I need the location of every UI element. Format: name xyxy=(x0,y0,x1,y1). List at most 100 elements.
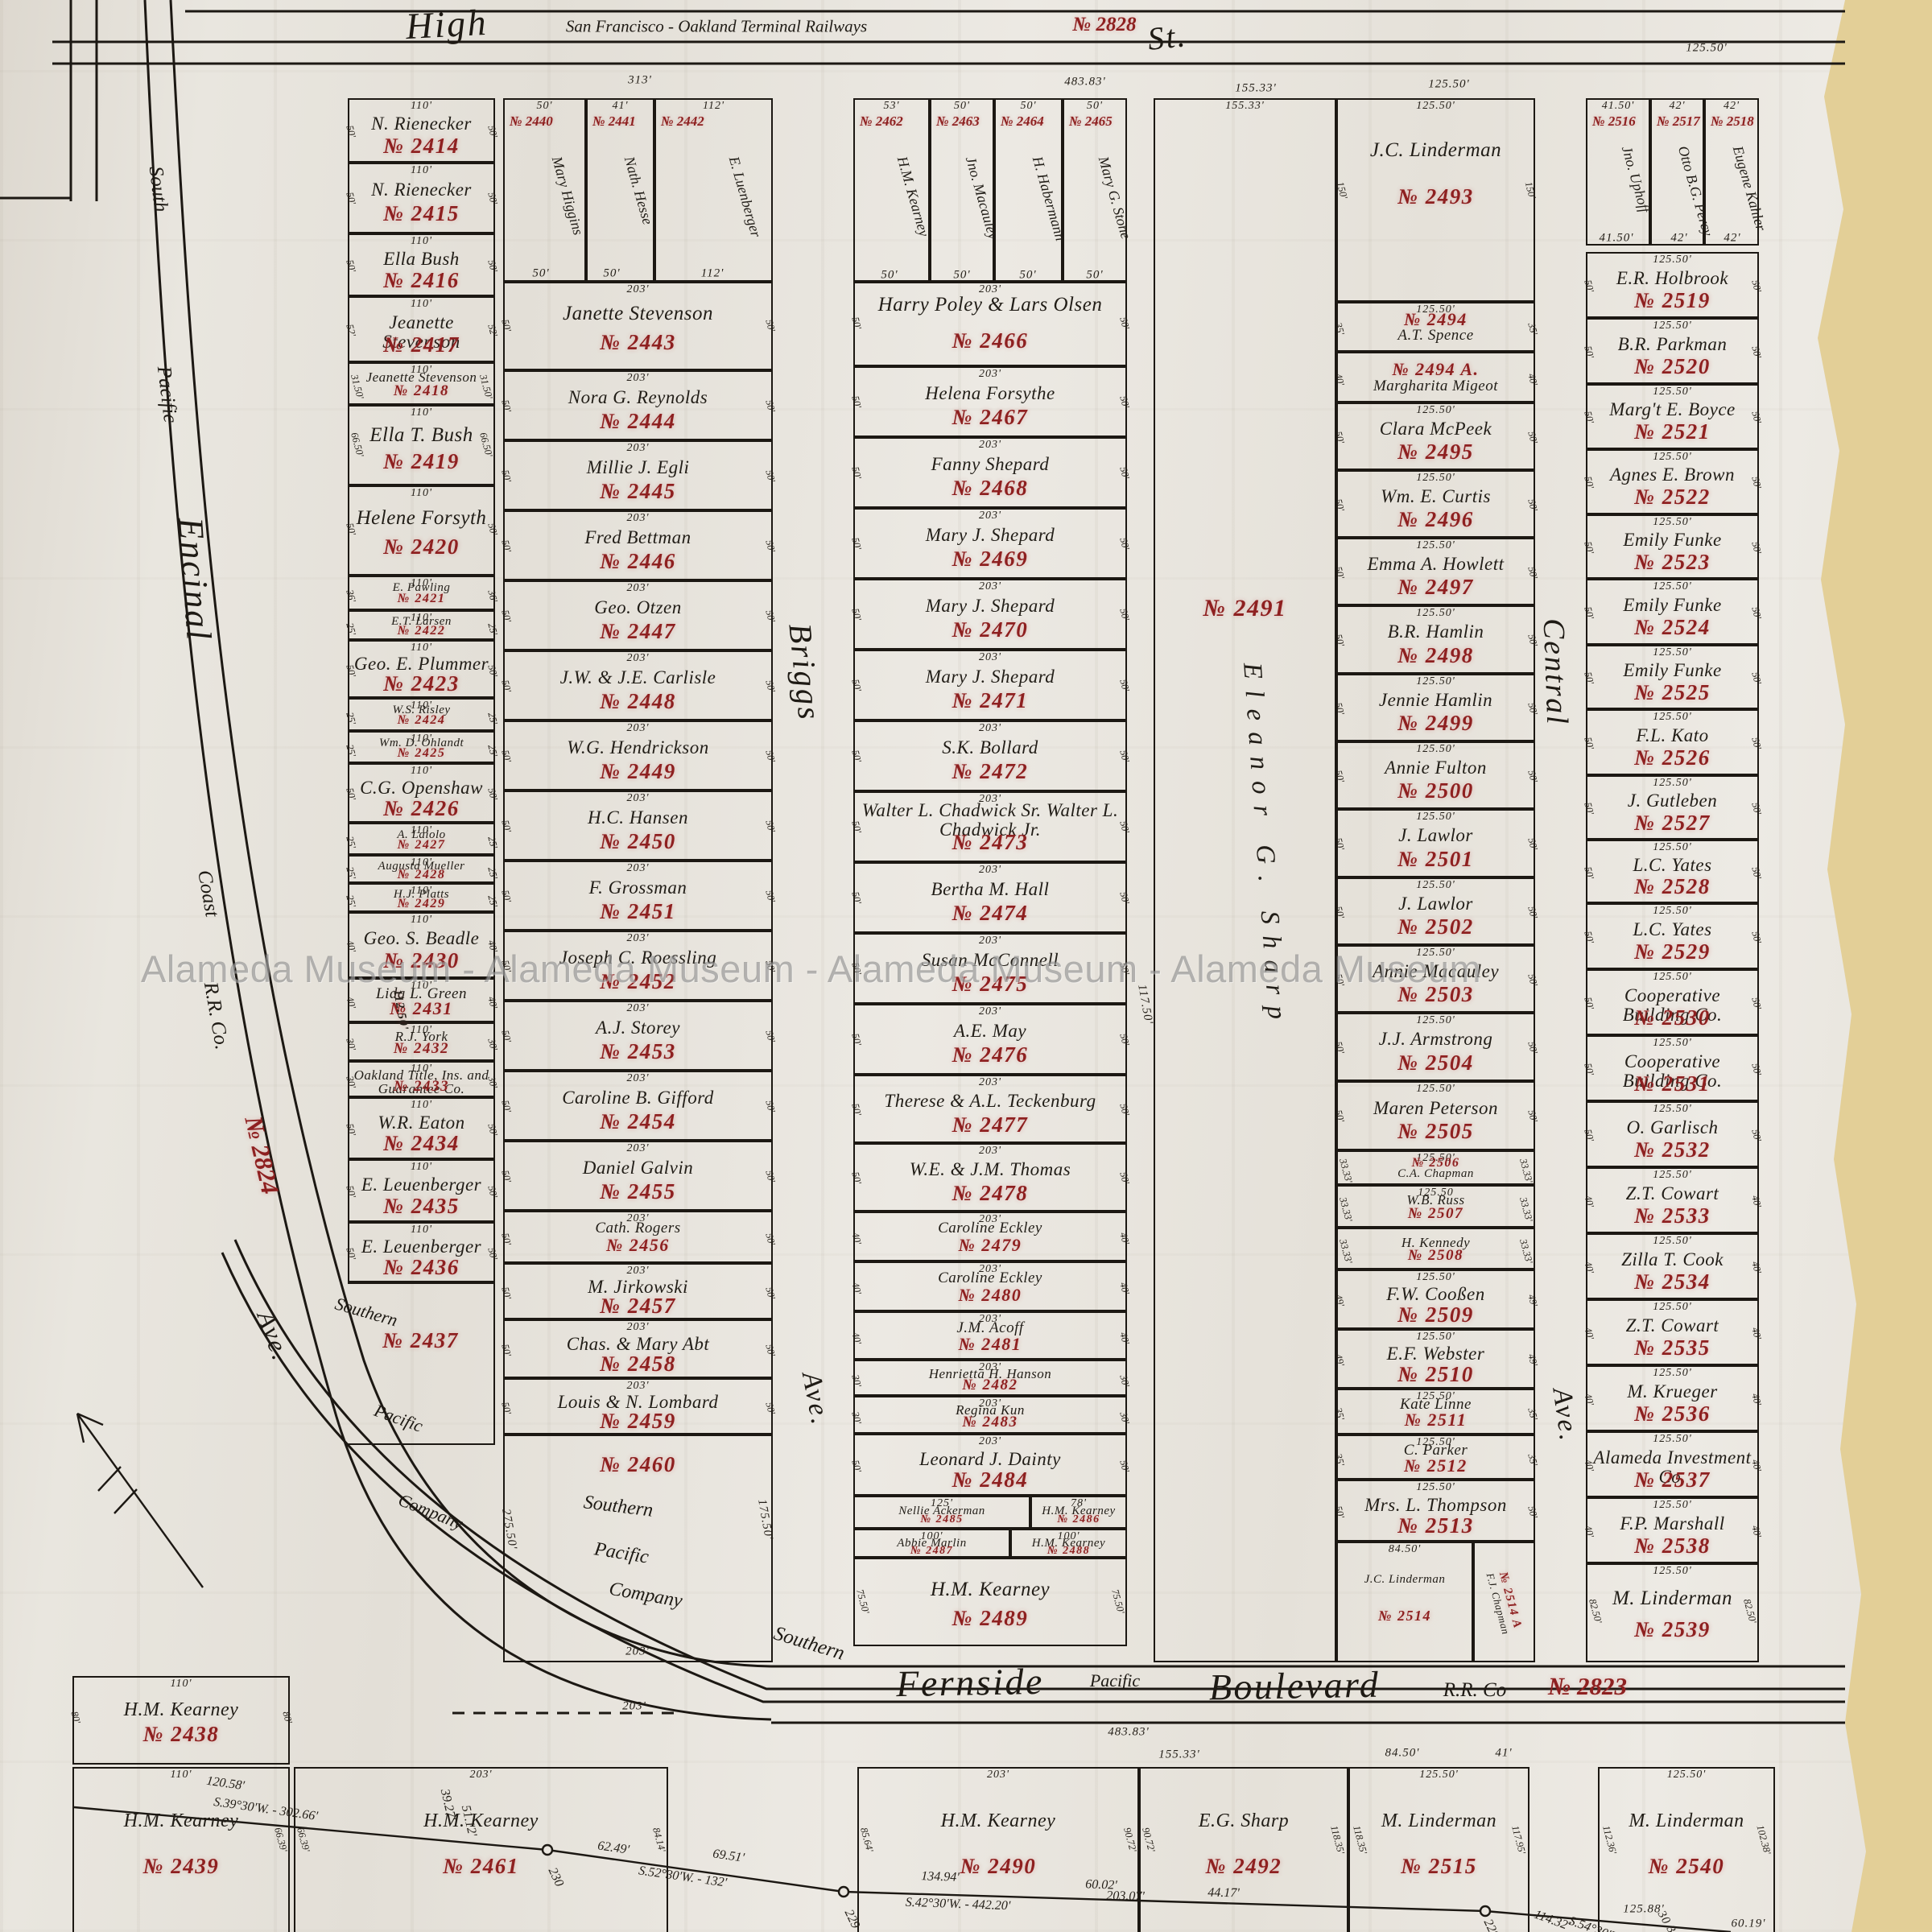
lot-owner-name: C.A. Chapman xyxy=(1397,1167,1474,1181)
lot-dim-label: 110' xyxy=(411,612,432,624)
lot-box: 203' Daniel Galvin № 2455 50' 50' xyxy=(499,1141,778,1211)
lot-dim-label: 203' xyxy=(979,1005,1001,1018)
lot-owner-name: Marg't E. Boyce xyxy=(1609,399,1736,420)
lot-box: 125.50' M. Krueger № 2536 40' 40' xyxy=(1582,1365,1764,1431)
lot-box: 125.50' Clara McPeek № 2495 50' 50' xyxy=(1332,402,1540,470)
lot-number: № 2435 xyxy=(383,1193,460,1218)
lot-number: № 2461 xyxy=(443,1853,519,1878)
lot-dim-label: 203' xyxy=(979,793,1001,805)
lot-dim-label: 155.33' xyxy=(1225,100,1265,112)
lot-owner-name: B.R. Parkman xyxy=(1617,333,1728,354)
lot-number: № 2538 xyxy=(1634,1533,1711,1558)
lot-owner-name: J. Lawlor xyxy=(1398,825,1473,846)
lot-owner-name: Clara McPeek xyxy=(1379,419,1492,440)
lot-number: № 2507 xyxy=(1407,1204,1464,1222)
lot-box: 110' Jeanette Stevenson № 2417 52' 52' xyxy=(344,296,500,362)
lot-number: № 2452 xyxy=(600,968,676,993)
lot-dim-label: 112' xyxy=(703,100,724,112)
lot-number: № 2456 xyxy=(606,1235,670,1256)
lot-owner-name: A. Laiolo xyxy=(397,828,446,841)
lot-dim-label: 125.50' xyxy=(1653,777,1692,789)
lot-dim-label: 125.50' xyxy=(1653,320,1692,332)
lot-number: № 2460 xyxy=(600,1451,676,1476)
lot-number: № 2419 xyxy=(383,448,460,473)
lot-box: 203' Mary J. Shepard № 2470 50' 50' xyxy=(849,579,1132,650)
lot-dim-label: 203' xyxy=(626,1265,650,1277)
lot-box: 125.50' F.W. Cooßen № 2509 49' 49' xyxy=(1332,1269,1540,1329)
lot-dim-label: 110' xyxy=(411,100,432,112)
lot-number: № 2502 xyxy=(1397,914,1474,939)
lot-box: 110' C.G. Openshaw № 2426 50' 50' xyxy=(344,763,500,823)
lot-number: № 2429 xyxy=(397,896,446,910)
lot-owner-name: E. Leuenberger xyxy=(361,1236,482,1257)
lot-dim-label: 203' xyxy=(626,1212,650,1224)
lot-owner-name: J.M. Acoff xyxy=(956,1319,1024,1336)
lot-box: 203' A.E. May № 2476 50' 50' xyxy=(849,1004,1132,1075)
lot-box: 125.50' Z.T. Cowart № 2535 40' 40' xyxy=(1582,1299,1764,1365)
lot-box: 125.50' F.P. Marshall № 2538 40' 40' xyxy=(1582,1497,1764,1563)
lot-box: 125.50' C.A. Chapman № 2506 33.33' 33.33' xyxy=(1336,1150,1535,1185)
lot-number: № 2528 xyxy=(1634,874,1711,899)
lot-owner-name: Emily Funke xyxy=(1623,530,1722,551)
lot-owner-name: H.M. Kearney xyxy=(940,1810,1056,1831)
lot-box: 203' Cath. Rogers № 2456 50' 50' xyxy=(499,1211,778,1263)
lot-owner-name: Cooperative Building Co. xyxy=(1622,1051,1723,1091)
lot-number: № 2536 xyxy=(1634,1401,1711,1426)
lot-owner-name: Walter L. Chadwick Sr. Walter L. Chadwic… xyxy=(861,800,1119,840)
lot-owner-name: Fred Bettman xyxy=(584,526,691,547)
street-label: Central xyxy=(1536,617,1575,727)
lot-dim-label: 84.50' xyxy=(1388,1543,1422,1555)
lot-dim-label: 100' xyxy=(920,1530,943,1542)
lot-dim-label: 203' xyxy=(626,862,650,874)
lot-box: 203' Chas. & Mary Abt № 2458 50' 50' xyxy=(499,1319,778,1378)
lot-dim-label: 110' xyxy=(411,857,432,869)
lot-dim-label: 110' xyxy=(411,1224,432,1236)
lot-dim-label: 125.50' xyxy=(1653,1565,1692,1577)
lot-dim-label: 110' xyxy=(411,577,432,589)
lot-box: 125.50' Emily Funke № 2524 50' 50' xyxy=(1582,579,1764,645)
lot-owner-name: Augusta Mueller xyxy=(378,859,465,873)
street-label: № 2828 xyxy=(1072,14,1137,35)
lot-dim-label: 125.50' xyxy=(1416,539,1455,551)
dimension-label: 203' xyxy=(622,1699,646,1713)
lot-box: 110' N. Rienecker № 2414 50' 50' xyxy=(344,98,500,163)
lot-owner-name: E. Leuenberger xyxy=(361,1174,482,1195)
lot-dim-label: 125.50' xyxy=(1416,1152,1455,1164)
lot-box: 203' H.C. Hansen № 2450 50' 50' xyxy=(499,791,778,861)
lot-number: № 2465 xyxy=(1069,114,1113,129)
lot-owner-name: Harry Poley & Lars Olsen xyxy=(877,294,1103,316)
lot-number: № 2539 xyxy=(1634,1617,1711,1642)
lot-box: 125.50' Jennie Hamlin № 2499 50' 50' xyxy=(1332,674,1540,741)
lot-number: № 2443 xyxy=(600,330,676,355)
lot-dim-label: 110' xyxy=(411,1161,432,1173)
lot-dim-label: 125.50' xyxy=(1653,580,1692,592)
lot-number: № 2466 xyxy=(952,328,1029,353)
lot-number: № 2499 xyxy=(1397,711,1474,735)
lot-dim-label: 125.50' xyxy=(1416,1481,1455,1493)
lot-dim-label: 125.50' xyxy=(1416,811,1455,823)
lot-dim-label: 110' xyxy=(411,1099,432,1111)
lot-number: № 2516 xyxy=(1592,114,1636,129)
lot-box: 203' Mary J. Shepard № 2469 50' 50' xyxy=(849,508,1132,579)
lot-box: № 2514 A F.J. Chapman xyxy=(1473,1542,1535,1662)
street-label: R.R. Co xyxy=(1443,1679,1507,1701)
lot-dim-label: 203' xyxy=(979,510,1001,522)
lot-dim-label: 125.50' xyxy=(1653,1499,1692,1511)
lot-box: 203' Fanny Shepard № 2468 50' 50' xyxy=(849,437,1132,508)
lot-number: № 2501 xyxy=(1397,846,1474,871)
lot-box: 112' № 2442 E. Luenberger xyxy=(654,98,773,282)
lot-owner-name: C. Parker xyxy=(1403,1442,1468,1459)
lot-owner-name: Caroline Eckley xyxy=(938,1269,1042,1287)
lot-box: 110' E. Pawling № 2421 36' 36' xyxy=(344,576,500,610)
lot-box: 110' Ella T. Bush № 2419 66.50' 66.50' xyxy=(348,405,495,485)
lot-box: 203' Millie J. Egli № 2445 50' 50' xyxy=(499,440,778,510)
bearing-label: 203.07' xyxy=(1106,1889,1145,1904)
lot-number: № 2421 xyxy=(397,591,446,605)
lot-dim-label: 203' xyxy=(979,935,1001,947)
lot-box: 125.50' Annie Fulton № 2500 50' 50' xyxy=(1332,741,1540,809)
dimension-label: 50' xyxy=(881,268,898,282)
lot-owner-name: Z.T. Cowart xyxy=(1625,1183,1719,1203)
lot-number: № 2432 xyxy=(393,1040,450,1058)
lot-number: № 2521 xyxy=(1634,419,1711,444)
lot-dim-label: 110' xyxy=(411,733,432,745)
